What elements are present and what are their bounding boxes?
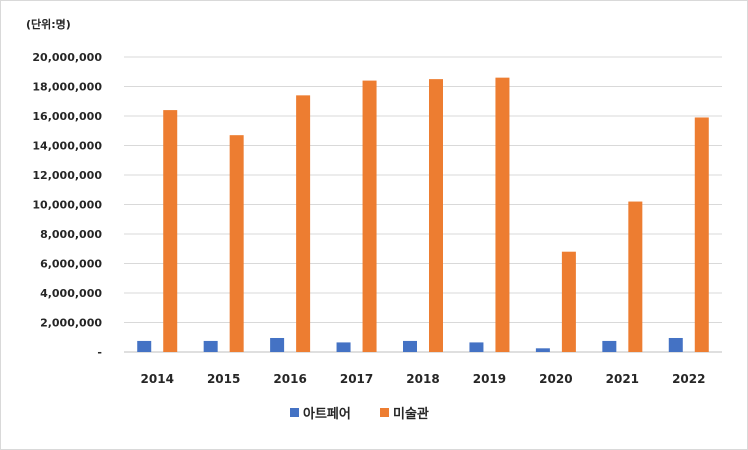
- bar-미술관-2018: [429, 79, 443, 352]
- legend: 아트페어 미술관: [290, 406, 429, 422]
- y-tick-label: 10,000,000: [32, 199, 102, 212]
- x-tick-label: 2017: [340, 372, 373, 386]
- x-tick-label: 2018: [406, 372, 439, 386]
- unit-label: (단위:명): [26, 17, 71, 31]
- bar-아트페어-2015: [203, 340, 218, 352]
- bars: [137, 77, 709, 353]
- bar-아트페어-2019: [469, 342, 484, 352]
- bar-미술관-2022: [694, 117, 709, 352]
- x-tick-label: 2019: [473, 372, 506, 386]
- legend-swatch: [380, 408, 389, 417]
- y-tick-label: 6,000,000: [40, 258, 102, 271]
- x-tick-label: 2016: [273, 372, 306, 386]
- y-tick-label: 2,000,000: [40, 317, 102, 330]
- y-tick-label: 14,000,000: [32, 140, 102, 153]
- y-tick-label: 8,000,000: [40, 228, 102, 241]
- bar-미술관-2020: [561, 251, 576, 352]
- bar-미술관-2019: [495, 77, 510, 353]
- x-axis-ticks: 2014 2015 2016 2017 2018 2019 2020 2021 2022: [141, 372, 706, 386]
- bar-아트페어-2017: [336, 342, 351, 352]
- bar-미술관-2016: [296, 95, 311, 352]
- x-tick-label: 2021: [606, 372, 639, 386]
- bar-미술관-2021: [628, 201, 643, 352]
- y-axis-ticks: - 2,000,000 4,000,000 6,000,000 8,000,000 10,…: [32, 51, 102, 359]
- bar-아트페어-2021: [602, 340, 617, 352]
- y-tick-label: 12,000,000: [32, 169, 102, 182]
- legend-label: 아트페어: [303, 406, 351, 422]
- y-tick-label: 4,000,000: [40, 287, 102, 300]
- y-tick-label: 16,000,000: [32, 110, 102, 123]
- y-tick-label: 18,000,000: [32, 81, 102, 94]
- bar-미술관-2014: [163, 110, 178, 352]
- bar-아트페어-2016: [270, 337, 285, 352]
- x-tick-label: 2014: [141, 372, 174, 386]
- x-tick-label: 2020: [539, 372, 572, 386]
- x-tick-label: 2015: [207, 372, 240, 386]
- y-tick-label: 20,000,000: [32, 51, 102, 64]
- legend-swatch: [290, 408, 299, 417]
- bar-미술관-2017: [362, 80, 377, 352]
- x-tick-label: 2022: [672, 372, 705, 386]
- bar-아트페어-2014: [137, 340, 152, 352]
- bar-미술관-2015: [229, 135, 244, 352]
- gridlines: [124, 56, 722, 353]
- bar-아트페어-2022: [668, 337, 683, 352]
- bar-아트페어-2020: [535, 348, 550, 352]
- y-tick-label: -: [97, 346, 102, 359]
- legend-label: 미술관: [393, 406, 429, 422]
- bar-아트페어-2018: [403, 340, 417, 352]
